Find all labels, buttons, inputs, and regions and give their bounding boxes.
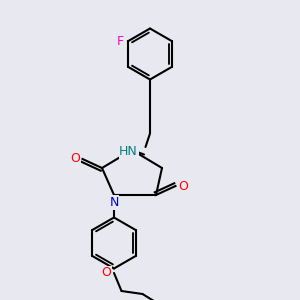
Text: N: N <box>109 196 119 209</box>
Text: O: O <box>70 152 80 166</box>
Text: O: O <box>102 266 111 280</box>
Text: F: F <box>117 35 124 48</box>
Text: O: O <box>178 179 188 193</box>
Text: HN: HN <box>119 145 138 158</box>
